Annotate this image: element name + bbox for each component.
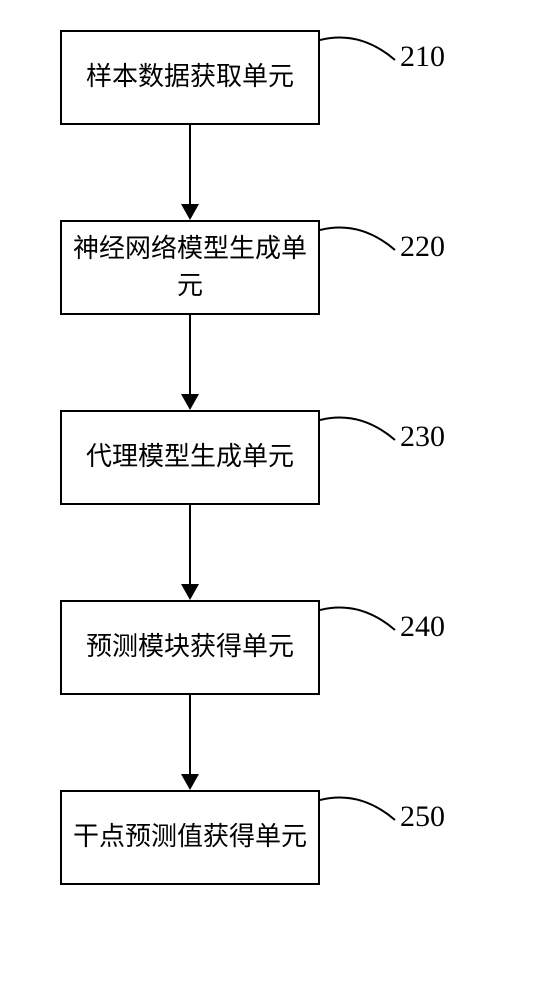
node-text: 神经网络模型生成单元: [72, 231, 308, 304]
flowchart-node: 神经网络模型生成单元: [60, 220, 320, 315]
node-label: 220: [400, 230, 445, 264]
arrow-line: [189, 505, 191, 584]
node-label: 240: [400, 610, 445, 644]
flowchart-node: 预测模块获得单元: [60, 600, 320, 695]
node-text: 干点预测值获得单元: [73, 819, 307, 855]
node-text: 样本数据获取单元: [86, 59, 294, 95]
node-text: 代理模型生成单元: [86, 439, 294, 475]
flowchart-node: 样本数据获取单元: [60, 30, 320, 125]
label-connector: [320, 220, 400, 260]
label-connector: [320, 30, 400, 70]
label-connector: [320, 790, 400, 830]
arrow-head: [181, 394, 199, 410]
node-label: 210: [400, 40, 445, 74]
arrow-line: [189, 695, 191, 774]
arrow-head: [181, 584, 199, 600]
label-connector: [320, 410, 400, 450]
arrow-line: [189, 125, 191, 204]
arrow-head: [181, 204, 199, 220]
arrow-line: [189, 315, 191, 394]
node-text: 预测模块获得单元: [86, 629, 294, 665]
node-label: 250: [400, 800, 445, 834]
node-label: 230: [400, 420, 445, 454]
label-connector: [320, 600, 400, 640]
arrow-head: [181, 774, 199, 790]
flowchart-node: 干点预测值获得单元: [60, 790, 320, 885]
flowchart-node: 代理模型生成单元: [60, 410, 320, 505]
